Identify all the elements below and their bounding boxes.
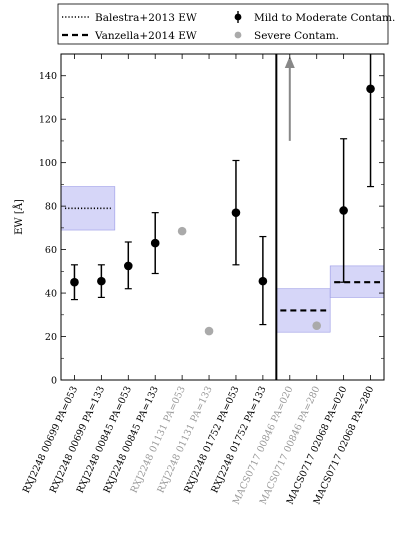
plot-frame	[60, 53, 385, 381]
y-axis-label: EW [Å]	[13, 199, 25, 235]
y-tick-label: 20	[45, 332, 57, 343]
legend-severe-marker	[234, 31, 242, 39]
legend-mild-label: Mild to Moderate Contam.	[254, 12, 395, 24]
data-point	[177, 226, 187, 236]
data-point	[70, 277, 79, 287]
reference-bands	[60, 186, 385, 333]
legend-balestra-label: Balestra+2013 EW	[95, 12, 197, 24]
data-point	[150, 238, 160, 248]
y-tick-label: 80	[45, 202, 57, 213]
legend-point-marker	[234, 13, 242, 21]
data-point	[312, 321, 322, 330]
y-tick-label: 100	[39, 158, 57, 169]
y-tick-label: 120	[39, 115, 57, 126]
y-tick-label: 0	[51, 376, 57, 387]
data-markers	[70, 54, 375, 336]
data-point	[258, 276, 268, 286]
y-tick-label: 140	[39, 71, 57, 82]
y-tick-label: 60	[45, 245, 57, 256]
legend-frame	[57, 3, 389, 45]
legend-severe-label: Severe Contam.	[254, 30, 339, 42]
legend-vanzella-label: Vanzella+2014 EW	[94, 30, 197, 42]
legend: Balestra+2013 EW Vanzella+2014 EW Mild t…	[57, 3, 395, 45]
data-point	[231, 208, 241, 217]
reference-lines	[65, 54, 380, 380]
data-point	[366, 84, 375, 94]
upper-limit-arrowhead	[284, 56, 295, 68]
data-point	[339, 206, 348, 215]
data-point	[123, 261, 133, 271]
data-point	[97, 276, 106, 286]
y-axis: 0 20 40 60 80 100 120 140	[39, 71, 384, 387]
data-point	[204, 326, 214, 336]
y-tick-label: 40	[45, 289, 57, 300]
